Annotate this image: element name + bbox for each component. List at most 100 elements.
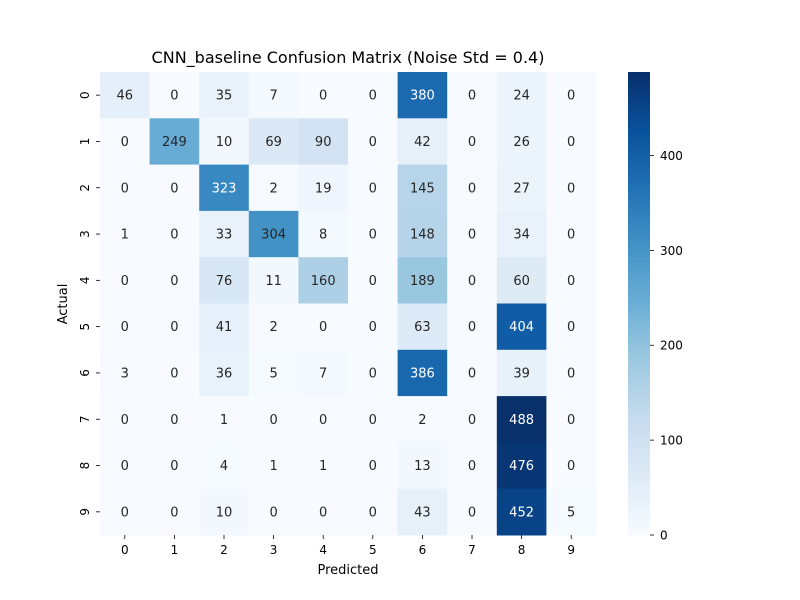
x-tick-label: 8: [518, 543, 526, 557]
heatmap-cell: [199, 118, 250, 166]
heatmap-cell: [248, 164, 299, 212]
heatmap-cell: [248, 442, 299, 490]
heatmap-cell: [149, 349, 200, 397]
cell-value-label: 0: [170, 89, 178, 104]
cell-value-label: 33: [216, 228, 233, 243]
cell-value-label: 0: [567, 228, 575, 243]
cell-value-label: 43: [414, 505, 431, 520]
x-tick-label: 5: [369, 543, 377, 557]
heatmap-cell: [496, 442, 547, 490]
x-axis-label: Predicted: [317, 563, 378, 578]
cell-value-label: 1: [121, 228, 129, 243]
cell-value-label: 0: [170, 228, 178, 243]
heatmap-cell: [199, 210, 250, 258]
heatmap-cell: [298, 164, 349, 212]
cell-value-label: 0: [369, 505, 377, 520]
heatmap-cell: [100, 257, 151, 304]
heatmap-cell: [546, 72, 597, 119]
cell-value-label: 7: [269, 89, 277, 104]
cell-value-label: 0: [567, 135, 575, 150]
cell-value-label: 0: [121, 274, 129, 289]
cell-value-label: 0: [170, 366, 178, 381]
heatmap-cell: [348, 164, 399, 212]
heatmap-cell: [149, 442, 200, 490]
cell-value-label: 36: [216, 366, 233, 381]
heatmap-cell: [447, 164, 498, 212]
y-axis-label: Actual: [56, 284, 71, 325]
x-tick-label: 1: [171, 543, 179, 557]
cell-value-label: 11: [265, 274, 282, 289]
y-tick-label: 4: [78, 277, 92, 285]
heatmap-cell: [298, 118, 349, 166]
cell-value-label: 0: [369, 366, 377, 381]
cell-value-label: 0: [319, 505, 327, 520]
cell-value-label: 60: [513, 274, 530, 289]
heatmap-cell: [199, 164, 250, 212]
cell-value-label: 0: [468, 320, 476, 335]
heatmap-cell: [447, 442, 498, 490]
cell-value-label: 404: [509, 320, 534, 335]
cell-value-label: 3: [121, 366, 129, 381]
x-tick-label: 0: [121, 543, 129, 557]
cell-value-label: 0: [170, 274, 178, 289]
cell-value-label: 0: [369, 459, 377, 474]
heatmap-cell: [100, 442, 151, 490]
cell-value-label: 0: [369, 274, 377, 289]
heatmap-cell: [298, 303, 349, 351]
cell-value-label: 0: [369, 89, 377, 104]
colorbar: 0 100 200 300 400: [628, 72, 683, 543]
heatmap-cell: [447, 488, 498, 536]
cell-value-label: 0: [269, 413, 277, 428]
heatmap-cell: [298, 442, 349, 490]
heatmap-cell: [298, 210, 349, 258]
y-tick-label: 9: [78, 508, 92, 516]
cell-value-label: 0: [170, 505, 178, 520]
cell-value-label: 46: [117, 89, 134, 104]
cell-value-label: 0: [468, 274, 476, 289]
heatmap-cell: [397, 210, 448, 258]
cell-value-label: 189: [410, 274, 435, 289]
heatmap-cell: [447, 396, 498, 443]
colorbar-tick-label: 0: [660, 529, 668, 543]
cell-value-label: 0: [170, 320, 178, 335]
x-tick-label: 4: [319, 543, 327, 557]
cell-value-label: 0: [468, 459, 476, 474]
cell-value-label: 0: [121, 459, 129, 474]
cell-value-label: 145: [410, 181, 435, 196]
cell-value-label: 4: [220, 459, 228, 474]
cell-value-label: 41: [216, 320, 233, 335]
cell-value-label: 69: [265, 135, 282, 150]
heatmap-cell: [149, 164, 200, 212]
cell-value-label: 249: [162, 135, 187, 150]
heatmap-cell: [149, 303, 200, 351]
cell-value-label: 452: [509, 505, 534, 520]
cell-value-label: 0: [121, 505, 129, 520]
cell-value-label: 0: [319, 413, 327, 428]
heatmap-cell: [149, 257, 200, 304]
cell-value-label: 1: [319, 459, 327, 474]
heatmap-cell: [149, 396, 200, 443]
heatmap-cell: [149, 210, 200, 258]
heatmap-cell: [546, 118, 597, 166]
heatmap-cell: [496, 488, 547, 536]
cell-value-label: 0: [121, 320, 129, 335]
heatmap-cell: [298, 349, 349, 397]
heatmap-cell: [397, 396, 448, 443]
cell-value-label: 5: [269, 366, 277, 381]
cell-value-label: 304: [261, 228, 286, 243]
cell-value-label: 323: [212, 181, 237, 196]
cell-value-label: 27: [513, 181, 530, 196]
cell-value-label: 0: [170, 459, 178, 474]
heatmap-cell: [447, 349, 498, 397]
heatmap-cell: [248, 118, 299, 166]
colorbar-tick-label: 300: [660, 244, 683, 258]
heatmap-cell: [199, 396, 250, 443]
y-tick-label: 0: [78, 91, 92, 99]
heatmap-cell: [100, 488, 151, 536]
cell-value-label: 42: [414, 135, 431, 150]
heatmap-cell: [149, 118, 200, 166]
cell-value-label: 0: [121, 413, 129, 428]
heatmap-cell: [248, 303, 299, 351]
cell-value-label: 0: [369, 135, 377, 150]
